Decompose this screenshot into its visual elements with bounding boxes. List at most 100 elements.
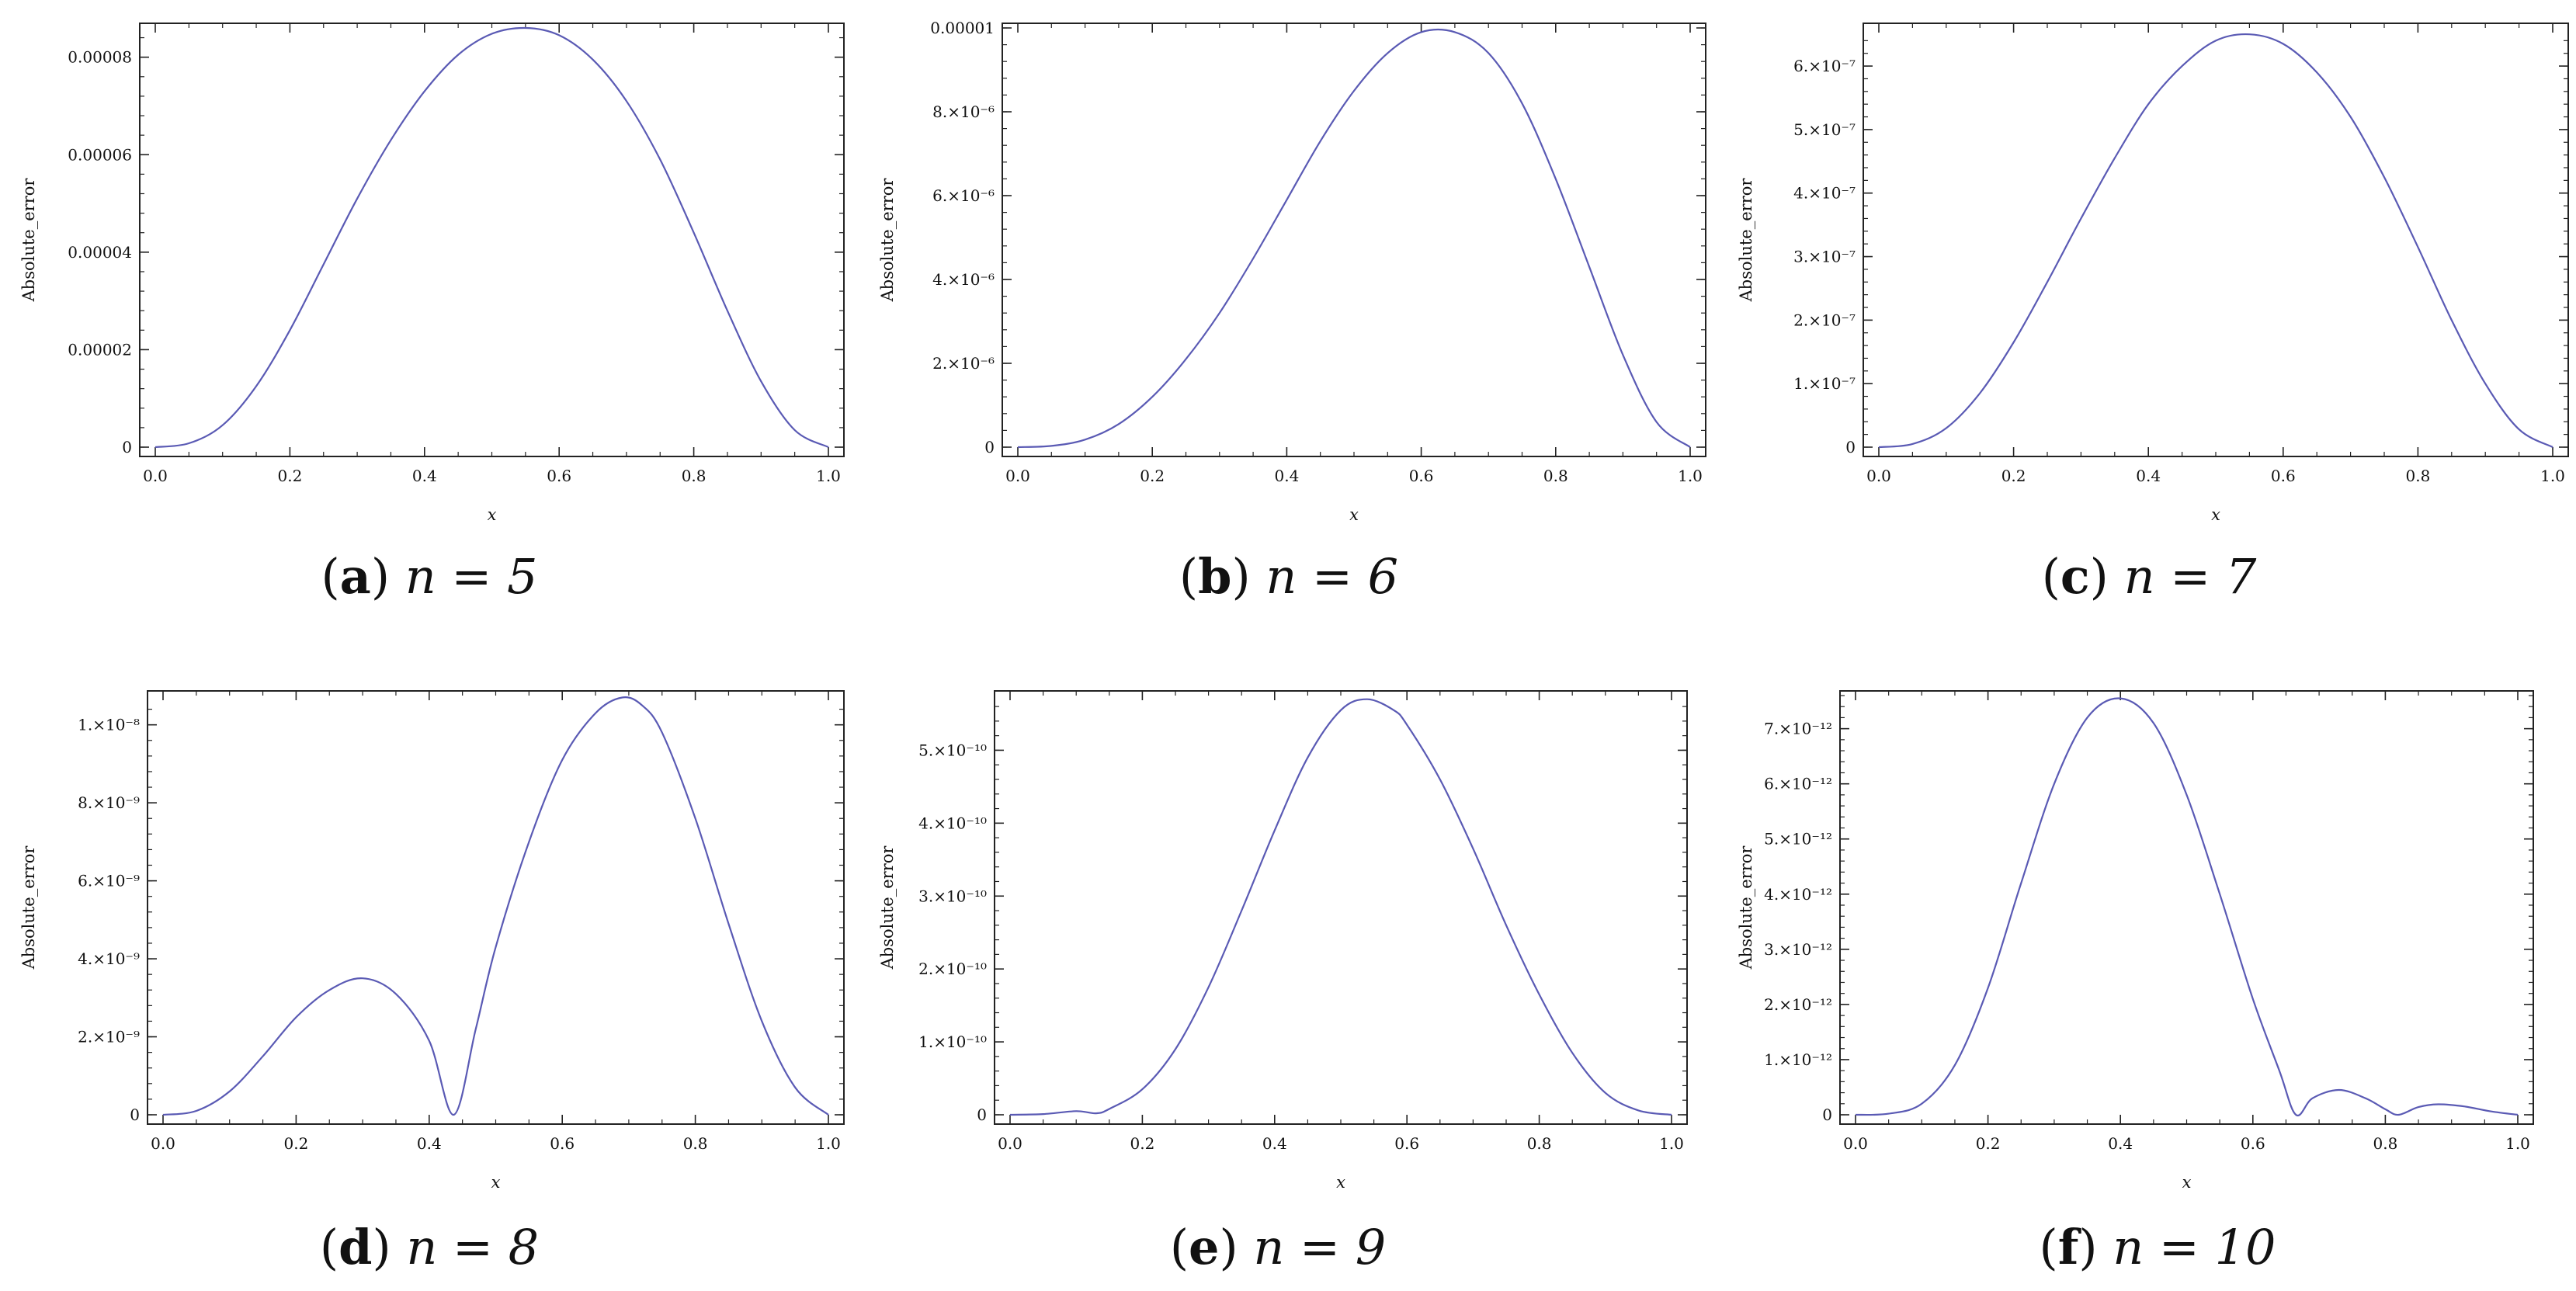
x-tick-label-b-3: 0.6 xyxy=(1409,467,1434,485)
x-tick-label-e-5: 1.0 xyxy=(1659,1134,1684,1153)
x-axis-label-c: x xyxy=(2211,505,2220,524)
caption-b: (b) n = 6 xyxy=(1179,548,1399,605)
y-tick-label-c-3: 3.×10⁻⁷ xyxy=(1793,248,1856,266)
y-tick-label-c-5: 5.×10⁻⁷ xyxy=(1793,120,1856,139)
chart-panel-d: 0.0 0.2 0.4 0.6 0.8 1.0 0 2.×10⁻⁹ 4.×10⁻⁹ 6.×10⁻⁹… xyxy=(0,668,859,1211)
x-tick-label-b-1: 0.2 xyxy=(1140,467,1165,485)
series-line-d xyxy=(162,696,829,1116)
y-tick-label-e-3: 3.×10⁻¹⁰ xyxy=(918,887,987,905)
x-tick-label-b-4: 0.8 xyxy=(1543,467,1568,485)
caption-a-letter: a xyxy=(339,548,371,605)
x-tick-label-c-5: 1.0 xyxy=(2540,467,2565,485)
y-tick-label-f-0: 0 xyxy=(1822,1105,1832,1124)
x-tick-label-d-5: 1.0 xyxy=(816,1134,841,1153)
y-tick-label-f-1: 1.×10⁻¹² xyxy=(1764,1050,1832,1069)
x-tick-label-d-4: 0.8 xyxy=(683,1134,708,1153)
x-tick-label-c-3: 0.6 xyxy=(2271,467,2296,485)
y-tick-label-d-4: 8.×10⁻⁹ xyxy=(78,793,140,812)
y-tick-label-f-5: 5.×10⁻¹² xyxy=(1764,830,1832,849)
chart-panel-f: 0.0 0.2 0.4 0.6 0.8 1.0 0 1.×10⁻¹² 2.×10⁻¹² 3.×10… xyxy=(1717,668,2576,1211)
x-axis-label-b: x xyxy=(1349,505,1359,524)
chart-panel-b: 0.0 0.2 0.4 0.6 0.8 1.0 0 2.×10⁻⁶ 4.×10⁻⁶ 6.×10⁻⁶… xyxy=(859,0,1717,543)
chart-b-svg: 0.0 0.2 0.4 0.6 0.8 1.0 0 2.×10⁻⁶ 4.×10⁻⁶ 6.×10⁻⁶… xyxy=(878,19,1706,524)
y-tick-label-a-2: 0.00004 xyxy=(68,243,132,262)
caption-d-text: n = 8 xyxy=(406,1219,540,1275)
x-tick-label-a-2: 0.4 xyxy=(412,467,437,485)
plot-frame-c xyxy=(1863,23,2569,457)
x-tick-label-f-3: 0.6 xyxy=(2241,1134,2265,1153)
plot-frame-d xyxy=(147,690,845,1125)
y-tick-label-c-1: 1.×10⁻⁷ xyxy=(1793,374,1856,393)
y-axis-label-c: Absolute_error xyxy=(1737,178,1755,303)
x-tick-label-a-4: 0.8 xyxy=(682,467,706,485)
x-tick-label-c-4: 0.8 xyxy=(2405,467,2430,485)
x-axis-label-a: x xyxy=(488,505,497,524)
caption-e-letter: e xyxy=(1189,1219,1220,1275)
y-tick-label-e-1: 1.×10⁻¹⁰ xyxy=(918,1032,987,1051)
series-line-b xyxy=(1017,28,1691,449)
caption-d-letter: d xyxy=(338,1219,373,1275)
y-tick-label-d-2: 4.×10⁻⁹ xyxy=(78,949,140,968)
x-tick-label-b-2: 0.4 xyxy=(1274,467,1299,485)
x-axis-label-f: x xyxy=(2182,1173,2192,1192)
caption-a: (a) n = 5 xyxy=(321,548,538,605)
x-tick-label-a-3: 0.6 xyxy=(547,467,571,485)
series-line-f xyxy=(1855,697,2519,1117)
x-tick-label-f-5: 1.0 xyxy=(2505,1134,2530,1153)
plot-frame-e xyxy=(994,690,1688,1125)
plot-frame-a xyxy=(139,23,845,457)
y-tick-label-b-4: 8.×10⁻⁶ xyxy=(932,102,995,121)
y-tick-label-f-7: 7.×10⁻¹² xyxy=(1764,720,1832,738)
y-tick-label-b-3: 6.×10⁻⁶ xyxy=(932,186,995,205)
x-tick-label-e-4: 0.8 xyxy=(1527,1134,1552,1153)
x-tick-label-f-2: 0.4 xyxy=(2108,1134,2133,1153)
y-tick-label-b-5: 0.00001 xyxy=(930,19,995,37)
y-tick-label-d-0: 0 xyxy=(130,1105,140,1124)
y-axis-label-e: Absolute_error xyxy=(878,845,897,970)
y-axis-label-f: Absolute_error xyxy=(1737,845,1755,970)
y-tick-label-b-0: 0 xyxy=(984,438,995,456)
x-tick-label-a-1: 0.2 xyxy=(277,467,302,485)
x-tick-label-c-1: 0.2 xyxy=(2001,467,2026,485)
caption-c-text: n = 7 xyxy=(2123,548,2257,605)
caption-f: (f) n = 10 xyxy=(2039,1219,2276,1275)
y-tick-label-c-2: 2.×10⁻⁷ xyxy=(1793,311,1856,329)
plot-frame-b xyxy=(1002,23,1706,457)
x-tick-label-e-0: 0.0 xyxy=(998,1134,1022,1153)
chart-d-svg: 0.0 0.2 0.4 0.6 0.8 1.0 0 2.×10⁻⁹ 4.×10⁻⁹ 6.×10⁻⁹… xyxy=(19,690,845,1192)
y-tick-label-e-2: 2.×10⁻¹⁰ xyxy=(918,960,987,978)
x-tick-label-a-5: 1.0 xyxy=(816,467,841,485)
x-tick-label-d-0: 0.0 xyxy=(151,1134,175,1153)
caption-b-letter: b xyxy=(1198,548,1232,605)
y-tick-label-e-4: 4.×10⁻¹⁰ xyxy=(918,814,987,832)
series-line-c xyxy=(1878,33,2553,449)
x-tick-label-d-3: 0.6 xyxy=(550,1134,575,1153)
series-line-a xyxy=(154,26,829,449)
y-tick-label-f-2: 2.×10⁻¹² xyxy=(1764,995,1832,1014)
y-axis-label-a: Absolute_error xyxy=(19,178,38,303)
caption-c: (c) n = 7 xyxy=(2041,548,2257,605)
series-line-e xyxy=(1009,698,1672,1116)
y-tick-label-e-0: 0 xyxy=(977,1105,987,1124)
y-tick-label-b-1: 2.×10⁻⁶ xyxy=(932,354,995,373)
y-tick-label-d-1: 2.×10⁻⁹ xyxy=(78,1028,140,1046)
chart-panel-e: 0.0 0.2 0.4 0.6 0.8 1.0 0 1.×10⁻¹⁰ 2.×10⁻¹⁰ 3.×10… xyxy=(859,668,1717,1211)
y-tick-label-d-5: 1.×10⁻⁸ xyxy=(78,716,140,734)
x-tick-label-d-1: 0.2 xyxy=(283,1134,308,1153)
y-axis-label-b: Absolute_error xyxy=(878,178,897,303)
y-tick-label-c-6: 6.×10⁻⁷ xyxy=(1793,57,1856,75)
chart-c-svg: 0.0 0.2 0.4 0.6 0.8 1.0 0 1.×10⁻⁷ 2.×10⁻⁷ 3.×10⁻⁷… xyxy=(1737,23,2569,524)
x-tick-label-d-2: 0.4 xyxy=(417,1134,442,1153)
caption-f-letter: f xyxy=(2057,1219,2079,1275)
chart-panel-c: 0.0 0.2 0.4 0.6 0.8 1.0 0 1.×10⁻⁷ 2.×10⁻⁷ 3.×10⁻⁷… xyxy=(1717,0,2576,543)
chart-e-svg: 0.0 0.2 0.4 0.6 0.8 1.0 0 1.×10⁻¹⁰ 2.×10⁻¹⁰ 3.×10… xyxy=(878,690,1688,1192)
x-tick-label-f-1: 0.2 xyxy=(1976,1134,2001,1153)
caption-b-text: n = 6 xyxy=(1265,548,1399,605)
x-tick-label-e-3: 0.6 xyxy=(1394,1134,1419,1153)
x-tick-label-f-4: 0.8 xyxy=(2373,1134,2397,1153)
y-tick-label-a-3: 0.00006 xyxy=(68,145,132,164)
caption-e: (e) n = 9 xyxy=(1169,1219,1387,1275)
chart-a-svg: 0.0 0.2 0.4 0.6 0.8 1.0 0 0.00002 0.00004 0.00006… xyxy=(19,23,845,524)
x-tick-label-c-2: 0.4 xyxy=(2136,467,2161,485)
y-tick-label-b-2: 4.×10⁻⁶ xyxy=(932,270,995,289)
